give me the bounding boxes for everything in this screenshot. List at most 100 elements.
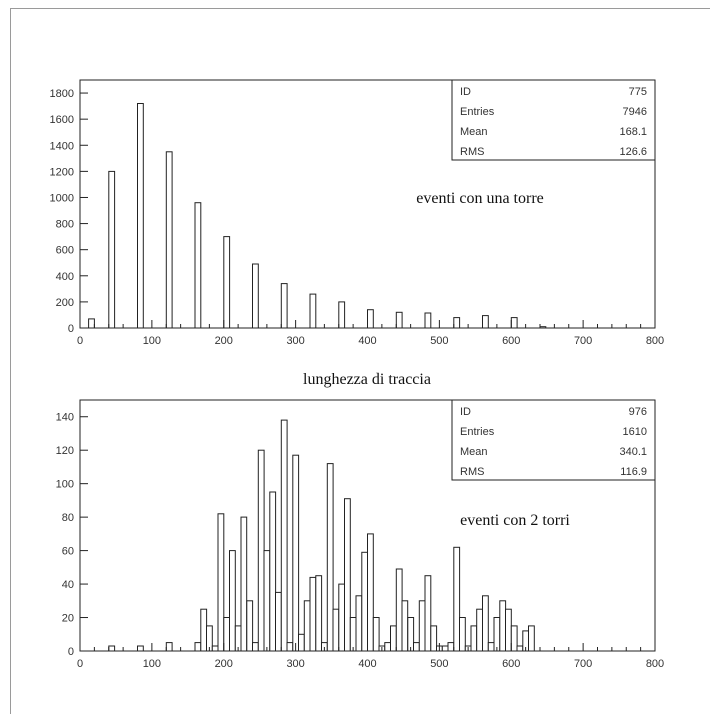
stats-label: Mean — [460, 126, 488, 138]
stats-label: ID — [460, 86, 471, 98]
histogram-bar — [292, 454, 300, 652]
histogram-bar — [252, 263, 259, 329]
histogram-bar — [424, 312, 432, 329]
x-tick-label: 500 — [430, 658, 448, 670]
stats-box — [451, 399, 656, 481]
histogram-bar — [344, 498, 351, 652]
stats-box — [451, 79, 656, 161]
histogram-bar — [355, 595, 363, 652]
histogram-bar — [367, 309, 374, 329]
histogram-bar — [246, 600, 254, 652]
x-tick-label: 400 — [358, 335, 376, 347]
y-tick-label: 800 — [56, 219, 74, 231]
histogram-bar — [280, 419, 288, 652]
histogram-bar — [487, 642, 495, 652]
histogram-bar — [194, 642, 202, 652]
histogram-bar — [441, 645, 449, 652]
y-tick-label: 20 — [62, 613, 74, 625]
x-tick-label: 800 — [646, 335, 664, 347]
histogram-bar — [240, 516, 248, 652]
histogram-bar — [200, 608, 208, 652]
x-tick-label: 0 — [77, 658, 83, 670]
histogram-bar — [326, 463, 334, 652]
histogram-bar — [137, 103, 144, 329]
histogram-bar — [286, 642, 294, 652]
histogram-bar — [332, 608, 340, 652]
x-tick-label: 800 — [646, 658, 664, 670]
x-axis-title: lunghezza di traccia — [303, 371, 431, 388]
histogram-bar — [384, 642, 392, 652]
stats-value: 1610 — [623, 426, 647, 438]
chart-annotation: eventi con una torre — [416, 190, 544, 207]
y-tick-label: 100 — [56, 479, 74, 491]
stats-value: 976 — [629, 406, 647, 418]
stats-value: 775 — [629, 86, 647, 98]
histogram-bar — [223, 617, 231, 652]
y-tick-label: 0 — [68, 323, 74, 335]
x-tick-label: 300 — [286, 335, 304, 347]
histogram-bar — [223, 236, 231, 329]
histogram-bar — [108, 170, 116, 329]
x-tick-label: 700 — [574, 658, 592, 670]
histogram-panel-bottom: 0 100 200 300 400 500 600 700 800 0 20 40 60 80 100 120… — [56, 399, 664, 670]
histogram-bar — [108, 645, 116, 652]
histogram-bar — [407, 617, 415, 652]
histogram-bar — [505, 608, 512, 652]
stats-label: Entries — [460, 426, 495, 438]
histogram-bar — [165, 642, 173, 652]
histogram-bar — [401, 600, 409, 652]
histogram-bar — [165, 151, 173, 329]
histogram-bar — [510, 625, 518, 652]
histogram-bar — [361, 551, 369, 652]
histogram-bar — [482, 315, 489, 329]
y-tick-label: 1200 — [50, 166, 74, 178]
histogram-bar — [390, 625, 397, 652]
histogram-bar — [211, 645, 219, 652]
histogram-bar — [413, 642, 420, 652]
histogram-bar — [453, 546, 461, 652]
histogram-bar — [459, 617, 466, 652]
histogram-bar — [338, 583, 346, 652]
histogram-bar — [280, 283, 288, 329]
x-tick-label: 200 — [215, 658, 233, 670]
x-tick-label: 600 — [502, 658, 520, 670]
histogram-bar — [482, 595, 489, 652]
x-tick-label: 0 — [77, 335, 83, 347]
histogram-bar — [367, 533, 374, 652]
histogram-bar — [275, 591, 282, 652]
y-tick-label: 1400 — [50, 140, 74, 152]
histogram-bar — [309, 293, 317, 329]
y-tick-label: 200 — [56, 297, 74, 309]
stats-value: 116.9 — [620, 466, 647, 478]
stats-label: Mean — [460, 446, 488, 458]
histogram-bar — [315, 575, 323, 652]
x-tick-label: 400 — [358, 658, 376, 670]
histogram-bar — [349, 617, 357, 652]
stats-value: 340.1 — [619, 446, 647, 458]
histogram-bar — [453, 317, 461, 329]
x-tick-label: 300 — [286, 658, 304, 670]
histogram-bar — [263, 550, 271, 652]
histogram-bar — [88, 318, 95, 329]
histogram-bar — [395, 311, 403, 329]
histogram-bar — [303, 600, 311, 652]
y-tick-label: 0 — [68, 646, 74, 658]
histogram-bar — [493, 617, 501, 652]
y-tick-label: 1600 — [50, 114, 74, 126]
y-tick-label: 80 — [62, 512, 74, 524]
histogram-bar — [516, 645, 524, 652]
stats-label: RMS — [460, 466, 484, 478]
histogram-bar — [194, 202, 202, 329]
histogram-bar — [137, 645, 144, 652]
histogram-bar — [217, 513, 225, 652]
histogram-bar — [476, 608, 484, 652]
stats-label: ID — [460, 406, 471, 418]
histogram-bar — [470, 625, 478, 652]
histogram-bar — [338, 301, 346, 329]
histogram-bar — [528, 625, 535, 652]
histogram-bar — [252, 642, 259, 652]
histogram-bar — [499, 600, 507, 652]
histogram-panel-top: 0 100 200 300 400 500 600 700 800 0 200 400 600 800 10… — [50, 79, 664, 347]
histogram-bar — [269, 491, 277, 652]
